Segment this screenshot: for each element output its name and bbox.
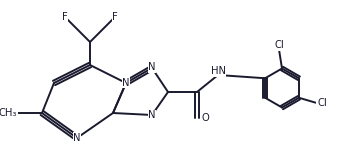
Text: N: N [148, 111, 156, 120]
Text: O: O [201, 113, 209, 123]
Text: F: F [62, 12, 68, 22]
Text: HN: HN [210, 66, 225, 76]
Text: Cl: Cl [274, 40, 284, 51]
Text: N: N [148, 63, 156, 72]
Text: N: N [122, 77, 130, 88]
Text: F: F [112, 12, 118, 22]
Text: CH₃: CH₃ [0, 108, 17, 118]
Text: Cl: Cl [317, 98, 327, 108]
Text: N: N [73, 133, 81, 143]
